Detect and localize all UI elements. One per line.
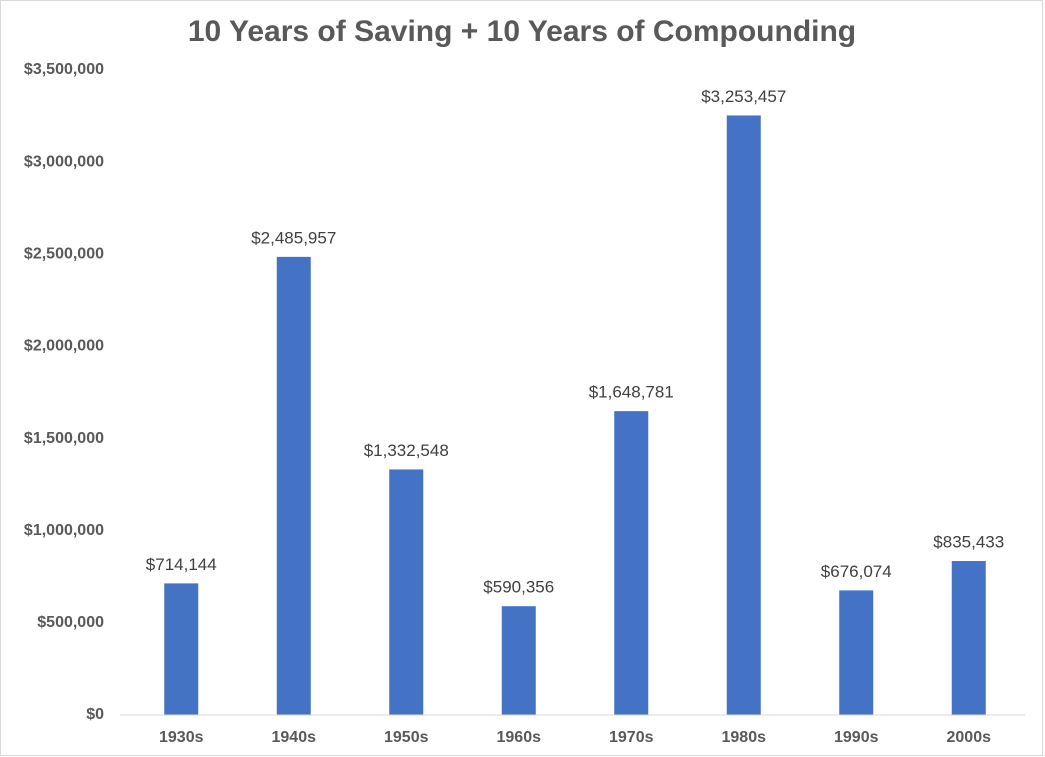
data-label: $2,485,957 xyxy=(251,228,336,247)
bar xyxy=(839,590,874,715)
x-tick-label: 2000s xyxy=(947,729,992,746)
data-label: $590,356 xyxy=(483,578,554,597)
y-tick-label: $2,500,000 xyxy=(24,246,104,263)
x-tick-label: 1940s xyxy=(272,729,317,746)
x-tick-label: 1950s xyxy=(384,729,429,746)
data-label: $1,648,781 xyxy=(589,383,674,402)
bar xyxy=(614,411,649,715)
x-tick-label: 1930s xyxy=(159,729,204,746)
x-tick-label: 1980s xyxy=(722,729,767,746)
y-tick-label: $2,000,000 xyxy=(24,338,104,355)
data-label: $835,433 xyxy=(933,533,1004,552)
bar xyxy=(164,583,199,715)
bar xyxy=(276,256,311,715)
x-tick-label: 1990s xyxy=(834,729,879,746)
bar xyxy=(951,561,986,715)
bar xyxy=(726,115,761,716)
data-label: $3,253,457 xyxy=(701,87,786,106)
data-label: $676,074 xyxy=(821,562,892,581)
y-tick-label: $500,000 xyxy=(37,614,104,631)
x-tick-label: 1960s xyxy=(497,729,542,746)
data-label: $1,332,548 xyxy=(364,441,449,460)
y-tick-label: $3,500,000 xyxy=(24,61,104,78)
y-tick-label: $0 xyxy=(86,706,104,723)
x-tick-label: 1970s xyxy=(609,729,654,746)
bar xyxy=(501,606,536,715)
chart-title: 10 Years of Saving + 10 Years of Compoun… xyxy=(188,15,856,48)
y-tick-label: $3,000,000 xyxy=(24,153,104,170)
data-label: $714,144 xyxy=(146,555,217,574)
y-tick-label: $1,000,000 xyxy=(24,522,104,539)
bar xyxy=(389,469,424,715)
y-tick-label: $1,500,000 xyxy=(24,430,104,447)
